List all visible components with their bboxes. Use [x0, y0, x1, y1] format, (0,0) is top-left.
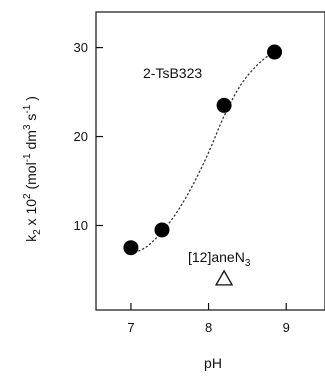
- ylabel-dm-exp: 3: [22, 124, 33, 130]
- data-point-3: [267, 44, 283, 60]
- ylabel-k-sub: 2: [32, 229, 43, 235]
- data-points: [123, 44, 283, 256]
- ylabel-unit-close: ): [23, 96, 39, 105]
- ylabel-exp: 2: [22, 193, 33, 199]
- y-tick-label-2: 30: [74, 40, 88, 55]
- y-axis-title: k2 x 102 (mol-1 dm3 s-1 ): [22, 96, 43, 242]
- x-axis: 7 8 9: [127, 303, 290, 335]
- plot-frame: [95, 11, 325, 311]
- ylabel-s-exp: -1: [22, 104, 33, 113]
- annotation-2-tsb323: 2-TsB323: [143, 65, 202, 81]
- data-point-0: [123, 240, 139, 256]
- ylabel-mol-exp: -1: [22, 153, 33, 162]
- ylabel-s: s: [23, 114, 39, 125]
- y-tick-label-0: 10: [74, 218, 88, 233]
- annotation-12-anen-sub: 3: [245, 258, 251, 269]
- triangle-marker: [214, 269, 234, 286]
- x-tick-label-2: 9: [283, 320, 290, 335]
- y-tick-label-1: 20: [74, 129, 88, 144]
- x-tick-label-1: 8: [205, 320, 212, 335]
- annotation-12-anen3: [12]aneN3: [188, 249, 251, 269]
- ylabel-dm: dm: [23, 130, 39, 153]
- y-axis: 10 20 30: [74, 40, 103, 233]
- ylabel-k: k: [23, 234, 39, 242]
- x-tick-label-0: 7: [127, 320, 134, 335]
- data-point-2: [216, 97, 232, 113]
- ylabel-unit-open: (mol: [23, 162, 39, 193]
- ylabel-mult: x 10: [23, 199, 39, 230]
- data-point-1: [154, 222, 170, 238]
- annotation-12-anen-main: [12]aneN: [188, 249, 245, 265]
- x-axis-title: pH: [204, 355, 222, 371]
- fit-curve: [130, 49, 280, 255]
